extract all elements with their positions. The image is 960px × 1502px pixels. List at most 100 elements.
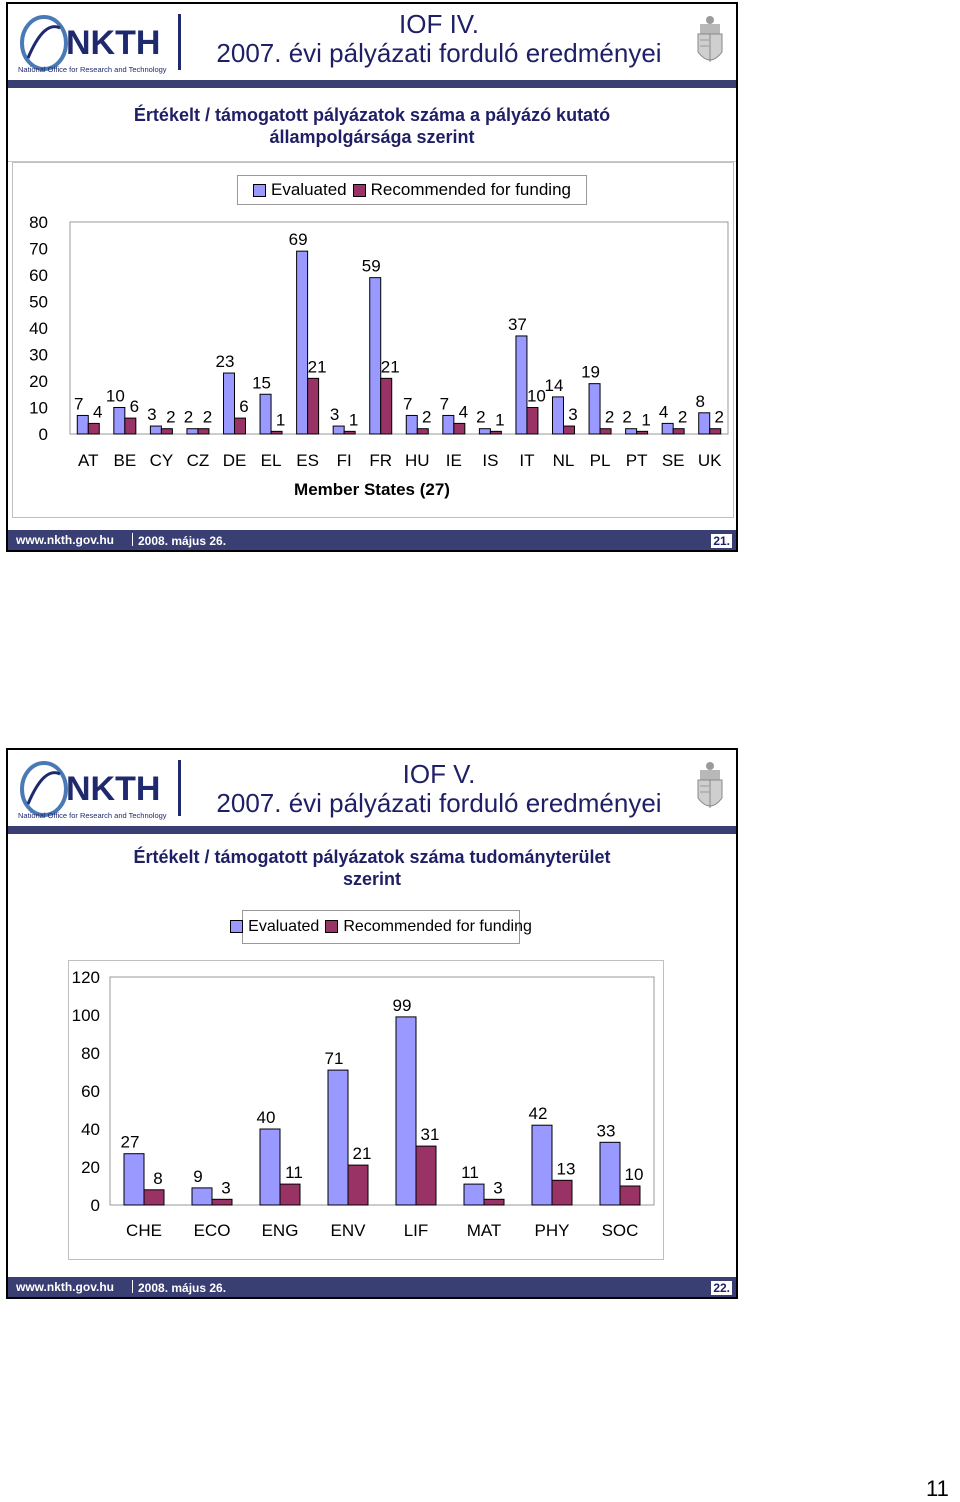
bar-recommended	[619, 1185, 641, 1206]
data-label: 2	[203, 408, 212, 427]
legend-swatch-evaluated	[230, 920, 244, 934]
x-tick-label: FI	[337, 451, 352, 470]
x-axis-title: Member States (27)	[294, 480, 450, 499]
x-tick-label: SOC	[602, 1221, 639, 1240]
data-label: 2	[678, 408, 687, 427]
bar-recommended	[343, 430, 356, 435]
y-tick-label: 80	[81, 1044, 100, 1063]
data-label: 6	[239, 397, 248, 416]
data-label: 31	[421, 1125, 440, 1144]
x-tick-label: ECO	[194, 1221, 231, 1240]
bar-recommended	[211, 1198, 233, 1206]
bar-recommended	[270, 430, 283, 435]
x-tick-label: BE	[113, 451, 136, 470]
bar-evaluated	[442, 414, 455, 435]
data-label: 3	[568, 405, 577, 424]
y-tick-label: 20	[81, 1158, 100, 1177]
page-number: 11	[926, 1476, 949, 1501]
logo-tagline: National Office for Research and Technol…	[18, 811, 167, 820]
data-label: 37	[508, 315, 527, 334]
data-label: 2	[622, 408, 631, 427]
y-tick-label: 100	[72, 1006, 100, 1025]
bar-evaluated	[625, 428, 638, 435]
coat-of-arms-icon	[697, 762, 723, 808]
subtitle-line-2: szerint	[342, 869, 402, 889]
bar-evaluated	[463, 1183, 485, 1206]
legend-label-evaluated: Evaluated	[271, 180, 347, 199]
footer-url[interactable]: www.nkth.gov.hu	[16, 1280, 114, 1294]
bar-evaluated	[123, 1153, 145, 1206]
slide-number: 21.	[711, 534, 732, 548]
data-label: 7	[74, 394, 83, 413]
x-tick-label: ENG	[262, 1221, 299, 1240]
logo-tagline: National Office for Research and Technol…	[18, 65, 167, 74]
data-label: 59	[362, 257, 381, 276]
y-tick-label: 60	[29, 266, 48, 285]
slide-subtitle: Értékelt / támogatott pályázatok száma t…	[8, 846, 736, 890]
slide-footer: www.nkth.gov.hu 2008. május 26. 22.	[8, 1277, 736, 1297]
subtitle-line-1: Értékelt / támogatott pályázatok száma t…	[133, 847, 611, 867]
bar-recommended	[124, 417, 137, 435]
x-tick-label: FR	[369, 451, 392, 470]
bar-recommended	[279, 1183, 301, 1206]
data-label: 2	[714, 408, 723, 427]
legend-item-recommended: Recommended for funding	[352, 180, 571, 200]
x-tick-label: CHE	[126, 1221, 162, 1240]
slide-number: 22.	[711, 1281, 732, 1295]
data-label: 13	[557, 1159, 576, 1178]
y-tick-label: 30	[29, 346, 48, 365]
data-label: 7	[440, 394, 449, 413]
y-tick-label: 40	[81, 1120, 100, 1139]
x-tick-label: DE	[223, 451, 247, 470]
bar-recommended	[563, 425, 575, 435]
data-label: 7	[403, 394, 412, 413]
slide-subtitle: Értékelt / támogatott pályázatok száma a…	[8, 104, 736, 148]
subtitle-line-2: állampolgársága szerint	[269, 127, 475, 147]
bar-recommended	[551, 1179, 573, 1206]
slide-header: NKTH National Office for Research and Te…	[8, 750, 736, 826]
slide-footer: www.nkth.gov.hu 2008. május 26. 21.	[8, 530, 736, 550]
logo-text: NKTH	[66, 24, 160, 62]
data-label: 3	[330, 405, 339, 424]
legend-swatch-recommended	[352, 184, 366, 198]
bar-evaluated	[405, 414, 418, 435]
nkth-logo: NKTH National Office for Research and Te…	[18, 760, 181, 820]
x-tick-label: PL	[590, 451, 611, 470]
footer-divider	[132, 533, 133, 546]
x-tick-label: PHY	[535, 1221, 570, 1240]
x-tick-label: ES	[296, 451, 319, 470]
data-label: 3	[147, 405, 156, 424]
bar-recommended	[489, 430, 502, 435]
data-label: 33	[597, 1121, 616, 1140]
bar-evaluated	[296, 250, 309, 435]
bar-evaluated	[259, 393, 272, 435]
data-label: 10	[625, 1165, 644, 1184]
bar-evaluated	[259, 1128, 281, 1206]
slide-title: IOF IV. 2007. évi pályázati forduló ered…	[204, 10, 674, 68]
x-tick-label: UK	[698, 451, 722, 470]
bar-recommended	[87, 422, 100, 435]
data-label: 99	[393, 996, 412, 1015]
data-label: 14	[545, 376, 564, 395]
legend-item-evaluated: Evaluated	[253, 180, 347, 200]
y-tick-label: 0	[39, 425, 48, 444]
y-tick-label: 80	[29, 213, 48, 232]
y-tick-label: 40	[29, 319, 48, 338]
data-label: 1	[641, 410, 650, 429]
bar-recommended	[483, 1198, 505, 1206]
bar-evaluated	[395, 1016, 417, 1206]
data-label: 15	[252, 373, 271, 392]
footer-url[interactable]: www.nkth.gov.hu	[16, 533, 114, 547]
header-bar	[8, 80, 736, 88]
data-label: 21	[308, 357, 327, 376]
data-label: 4	[659, 402, 668, 421]
y-tick-label: 120	[72, 968, 100, 987]
footer-divider	[132, 1280, 133, 1293]
legend-item-recommended: Recommended for funding	[325, 918, 532, 936]
legend-label-recommended: Recommended for funding	[370, 180, 571, 199]
bar-recommended	[453, 422, 466, 435]
x-tick-label: LIF	[404, 1221, 429, 1240]
bar-recommended	[672, 428, 685, 435]
bar-recommended	[380, 377, 393, 435]
x-tick-label: CY	[150, 451, 174, 470]
